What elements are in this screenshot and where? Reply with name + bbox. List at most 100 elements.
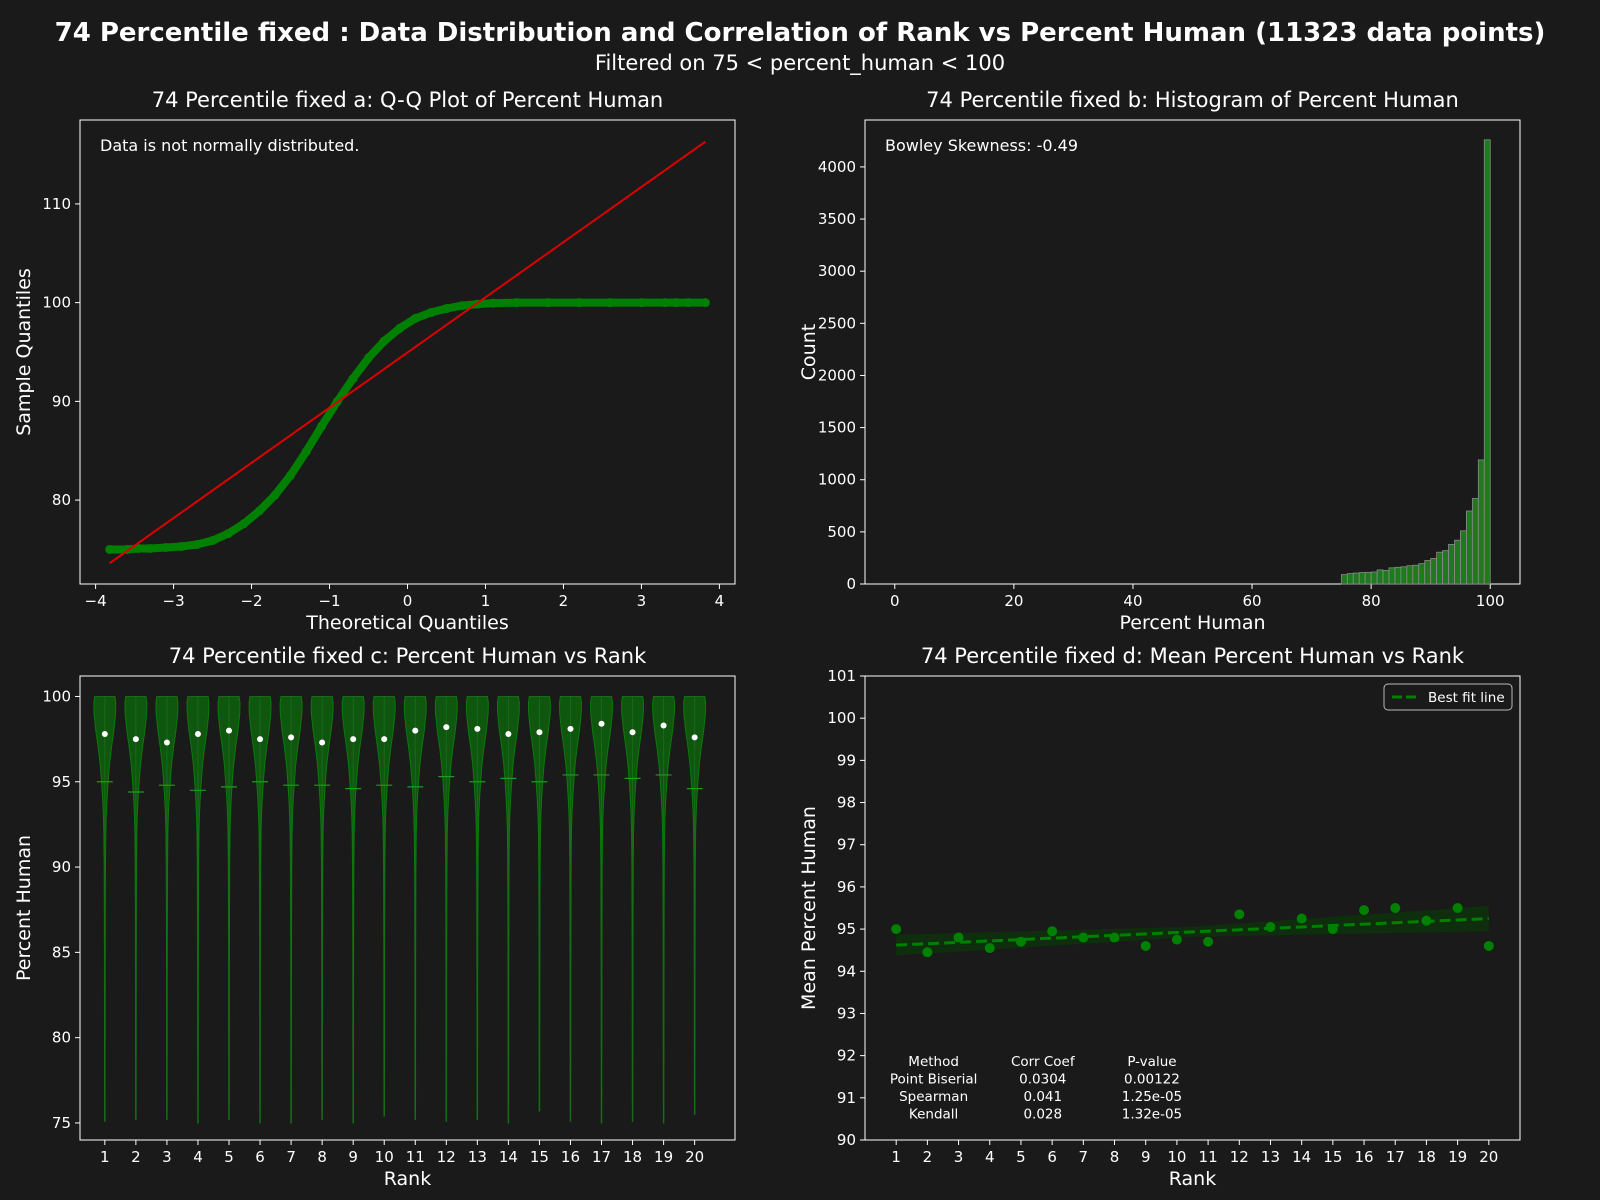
histogram-bar [1442,550,1449,585]
table-cell: 0.0304 [1019,1072,1066,1088]
mean-point [1359,905,1370,916]
mean-point [891,924,902,935]
table-cell: 0.041 [1023,1089,1062,1105]
histogram-panel: 74 Percentile fixed b: Histogram of Perc… [798,88,1521,634]
x-tick-label: 1 [891,1148,901,1166]
x-tick-label: 10 [375,1148,394,1166]
qq-sample-point [457,301,467,311]
qq-sample-point [488,298,498,308]
x-tick-label: 13 [1261,1148,1280,1166]
mean-point [1327,924,1338,935]
table-header: P-value [1127,1054,1176,1070]
x-tick-label: 12 [1230,1148,1249,1166]
x-tick-label: 17 [1386,1148,1405,1166]
mean-point [1452,903,1463,913]
violin-median-dot [598,720,605,727]
y-tick-label: 2000 [818,366,856,384]
violin-median-dot [288,734,295,741]
y-tick-label: 100 [42,294,71,312]
histogram-bar [1483,139,1491,585]
y-tick-label: 0 [846,575,856,593]
table-header: Corr Coef [1011,1054,1076,1070]
violin-median-dot [226,727,233,734]
y-tick-label: 97 [837,836,856,854]
qq-sample-point [605,298,615,308]
qq-sample-point [286,470,296,480]
x-axis-label: Rank [1169,1168,1216,1190]
x-tick-label: 13 [468,1148,487,1166]
mean-point [1078,932,1089,943]
qq-sample-point [574,298,584,308]
qq-sample-point [660,298,670,308]
violin-median-dot [257,736,264,743]
mean-point [1234,909,1245,920]
mean-point [1140,940,1151,951]
x-tick-label: 2 [559,592,569,610]
table-cell: Point Biserial [890,1072,978,1088]
x-tick-label: 4 [193,1148,203,1166]
y-tick-label: 500 [827,523,856,541]
mean-point [1296,913,1307,924]
x-tick-label: −1 [318,592,340,610]
y-tick-label: 3000 [818,262,856,280]
best-fit-line [896,917,1489,947]
histogram-bar [1460,530,1467,585]
y-tick-label: 93 [837,1004,856,1022]
x-tick-label: 5 [224,1148,234,1166]
qq-sample-point [133,543,143,553]
histogram-bar [1418,563,1426,585]
qq-sample-point [683,298,693,308]
table-cell: 1.32e-05 [1122,1107,1182,1123]
x-tick-label: 0 [890,592,900,610]
x-axis-label: Theoretical Quantiles [305,612,508,634]
x-axis-label: Percent Human [1119,612,1265,634]
histogram-bar [1471,498,1479,585]
mean-point [1015,936,1026,947]
x-tick-label: 20 [1004,592,1023,610]
x-tick-label: 15 [530,1148,549,1166]
plot-frame [79,675,736,1141]
histogram-bar [1436,551,1443,585]
mean-point [953,932,964,943]
subplot-title: 74 Percentile fixed c: Percent Human vs … [169,644,647,668]
qq-annotation: Data is not normally distributed. [100,136,359,155]
y-axis-label: Sample Quantiles [13,268,35,436]
histogram-bar [1382,570,1390,585]
y-tick-label: 95 [837,920,856,938]
histogram-bar [1406,565,1414,585]
qq-sample-point [223,529,233,539]
x-tick-label: 80 [1362,592,1381,610]
violin-median-dot [474,725,481,732]
qq-sample-point [395,323,405,333]
y-tick-label: 100 [827,709,856,727]
mean-point [1390,903,1401,913]
mean-point [1047,926,1058,937]
y-tick-label: 1000 [818,471,856,489]
figure-subtitle: Filtered on 75 < percent_human < 100 [594,51,1006,75]
violin-median-dot [132,736,139,743]
x-tick-label: −3 [163,592,185,610]
x-tick-label: 8 [1110,1148,1120,1166]
violin-median-dot [629,729,636,736]
x-tick-label: 15 [1323,1148,1342,1166]
histogram-bar [1346,573,1354,585]
mean-point [1203,936,1214,947]
x-tick-label: 19 [1448,1148,1467,1166]
qq-sample-point [700,298,710,308]
table-cell: Kendall [909,1107,958,1123]
x-tick-label: 4 [715,592,725,610]
x-tick-label: 9 [348,1148,358,1166]
histogram-bar [1370,571,1378,585]
table-cell: 0.00122 [1124,1072,1180,1088]
y-tick-label: 100 [42,687,71,705]
y-tick-label: 90 [837,1131,856,1149]
qq-sample-point [254,506,264,516]
mean-point [922,947,933,958]
y-tick-label: 92 [837,1047,856,1065]
y-tick-label: 80 [52,1029,71,1047]
qq-sample-point [301,447,311,457]
y-tick-label: 99 [837,751,856,769]
qq-sample-point [239,519,249,529]
histogram-bar [1352,572,1360,585]
